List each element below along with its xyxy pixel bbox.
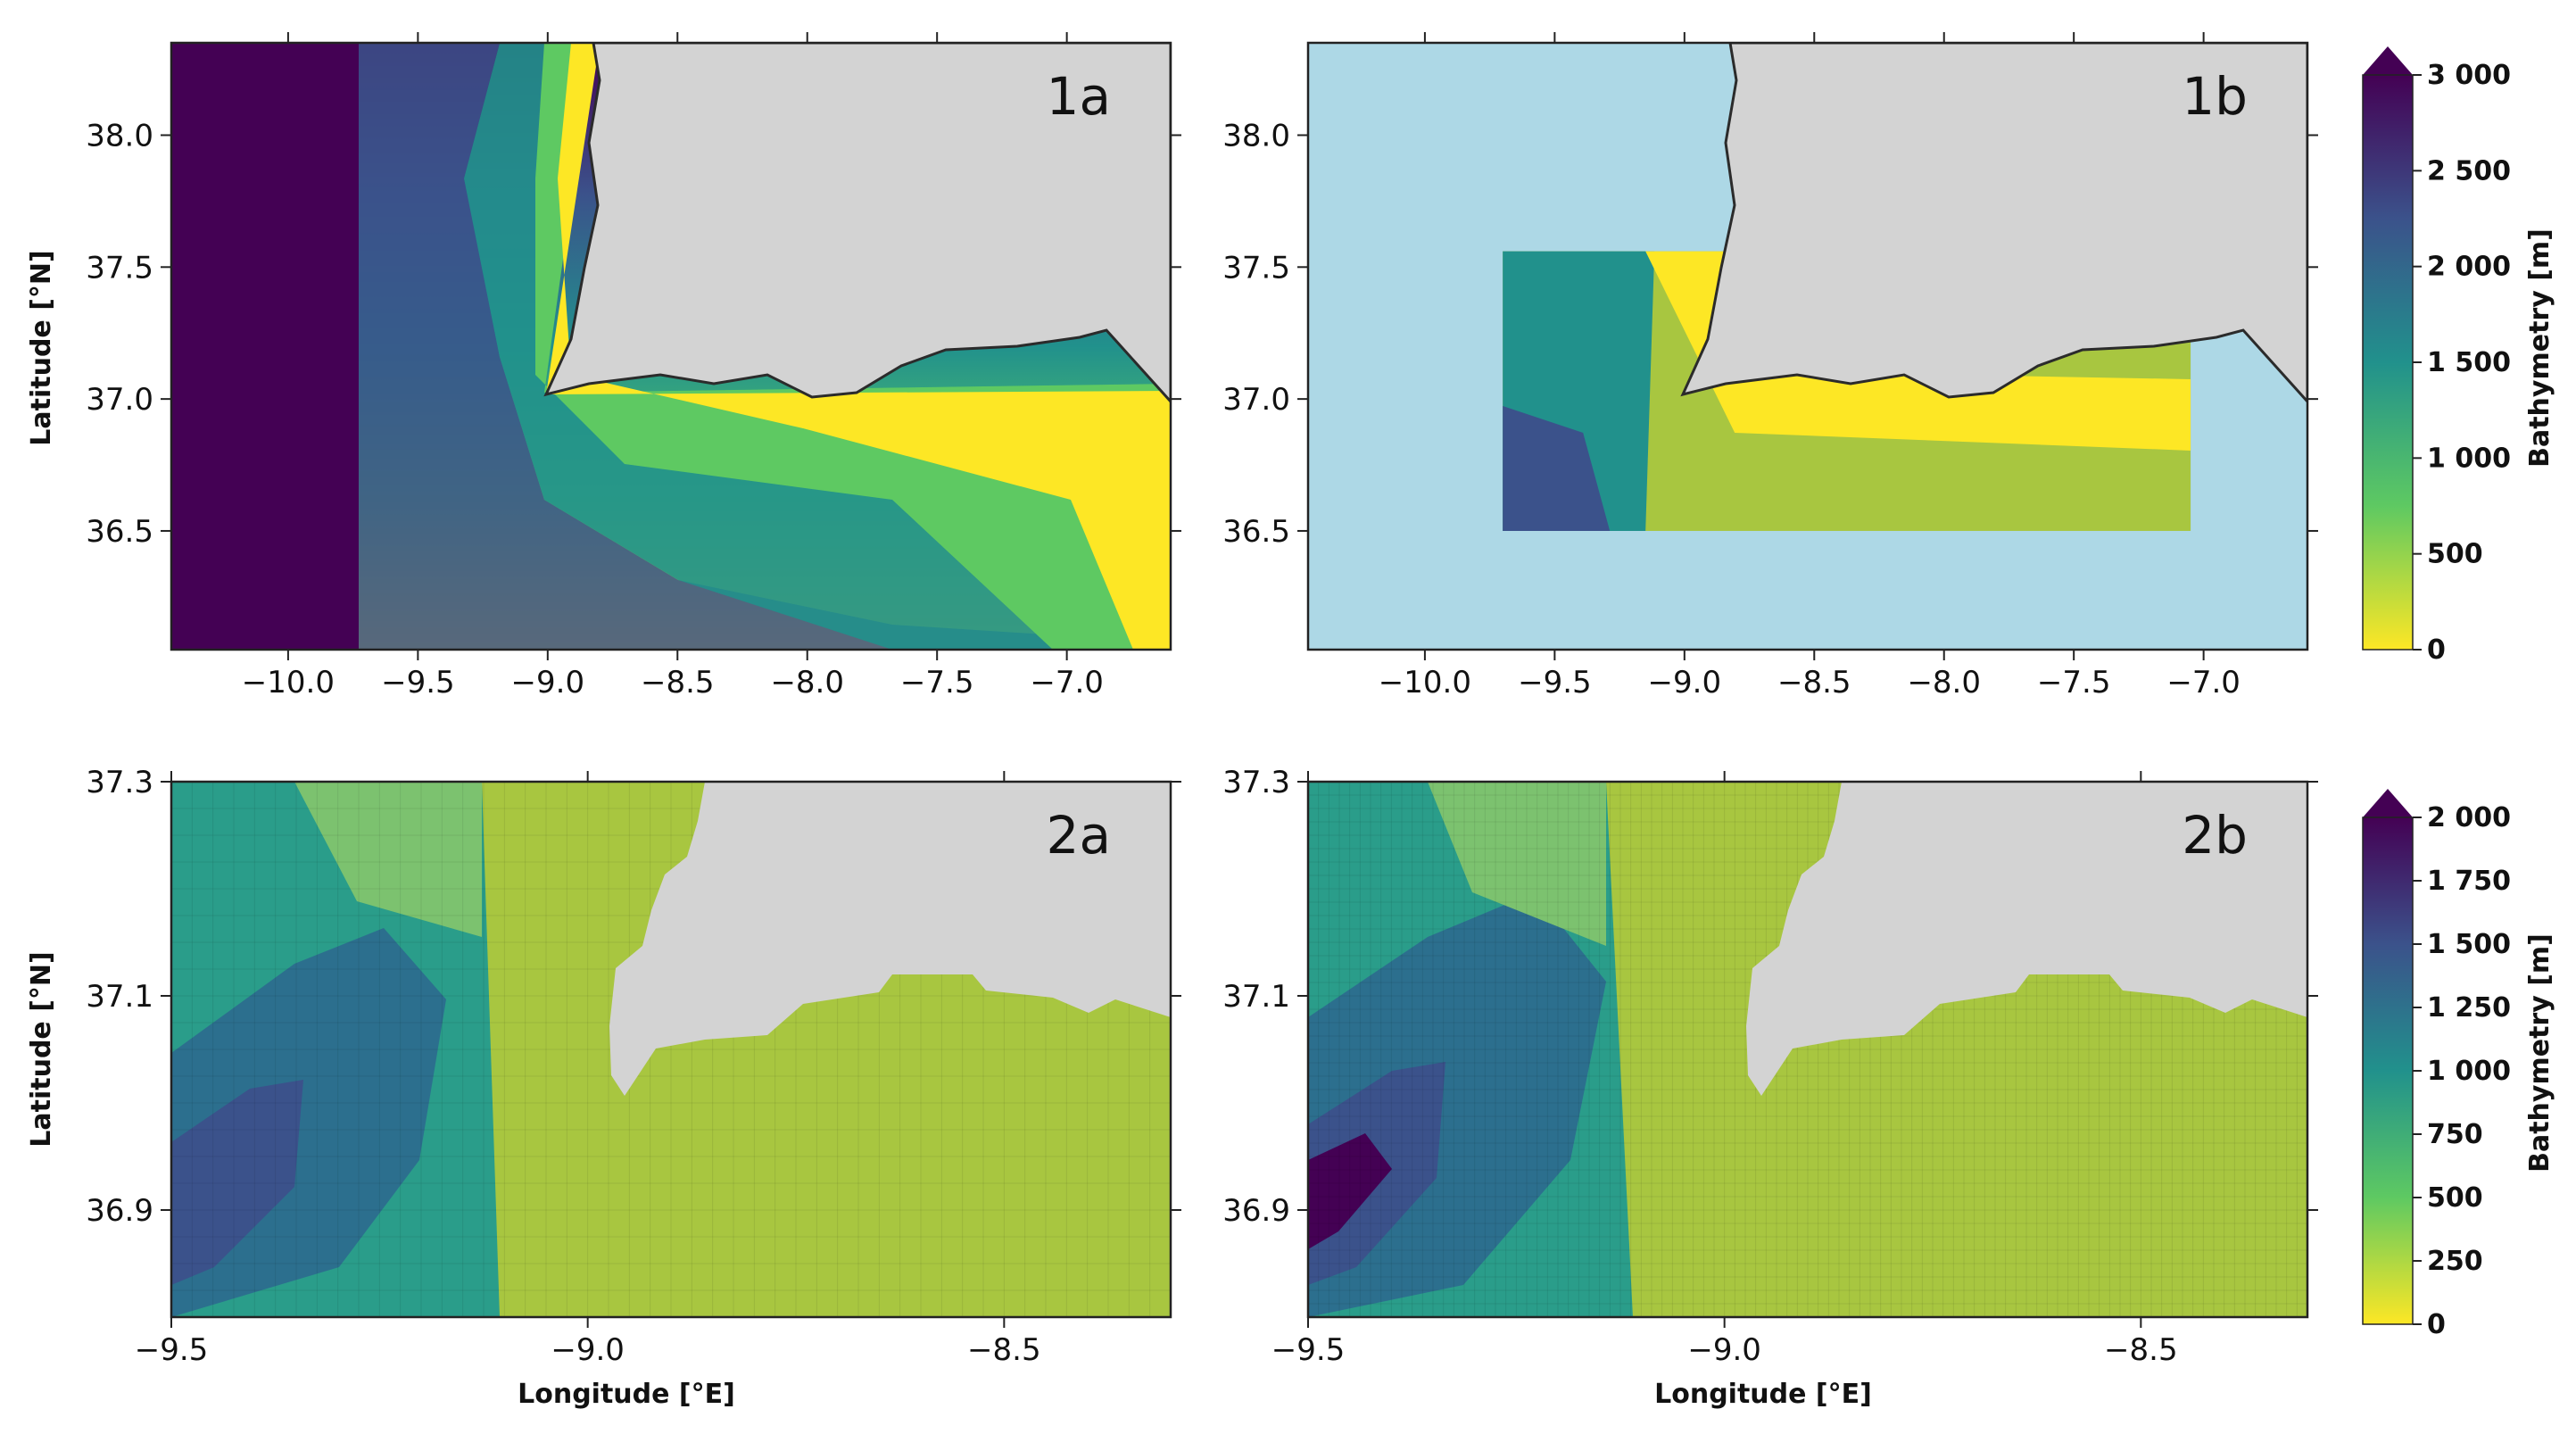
colorbar-bottom: 0 250 500 750 1 000 1 250 1 500 1 750 2 000 Bath… — [2362, 789, 2555, 1340]
colorbar-tick-label: 1 250 — [2427, 992, 2511, 1024]
x-tick-label: −7.0 — [1030, 665, 1104, 700]
colorbar-tick-label: 1 000 — [2427, 1056, 2511, 1087]
y-tick-label: 36.9 — [86, 1193, 153, 1229]
y-tick-label: 37.0 — [86, 382, 153, 418]
colorbar-top-label: Bathymetry [m] — [2524, 228, 2555, 468]
panel-2b-label: 2b — [2182, 805, 2248, 866]
panel-2b-canyon-deep — [1308, 1133, 1392, 1249]
panel-1b-ticks: −10.0 −9.5 −9.0 −8.5 −8.0 −7.5 −7.0 36.5 37.0 37.… — [1222, 32, 2318, 700]
panel-1b-frame — [1306, 41, 2309, 651]
colorbar-top-extend-arrow — [2363, 46, 2413, 75]
panel-2b-land — [1746, 782, 2307, 1096]
y-tick-label: 36.9 — [1222, 1193, 1290, 1229]
panel-2a-label: 2a — [1047, 805, 1111, 866]
colorbar-top: 0 500 1 000 1 500 2 000 2 500 3 000 Bathymetry… — [2362, 46, 2555, 666]
colorbar-tick-label: 250 — [2427, 1246, 2483, 1277]
x-tick-label: −9.0 — [551, 1332, 625, 1368]
y-tick-label: 37.3 — [86, 765, 153, 800]
y-tick-label: 37.1 — [86, 979, 153, 1015]
x-tick-label: −8.5 — [641, 665, 715, 700]
panel-2b-frame — [1306, 780, 2309, 1319]
x-tick-label: −7.0 — [2166, 665, 2241, 700]
colorbar-tick-label: 1 000 — [2427, 443, 2511, 474]
panel-1b-label: 1b — [2182, 66, 2248, 127]
y-tick-label: 38.0 — [1222, 118, 1290, 153]
panel-1a-label: 1a — [1047, 66, 1111, 127]
panel-2a: 2a −9.5 −9.0 −8.5 36.9 37.1 37.3 Latitude [°N… — [26, 765, 1181, 1410]
colorbar-tick-label: 500 — [2427, 539, 2483, 570]
x-tick-label: −9.5 — [381, 665, 455, 700]
panel-2a-xlabel: Longitude [°E] — [518, 1379, 735, 1410]
y-tick-label: 36.5 — [86, 514, 153, 550]
x-tick-label: −7.5 — [900, 665, 974, 700]
x-tick-label: −8.5 — [1777, 665, 1851, 700]
x-tick-label: −8.0 — [770, 665, 844, 700]
colorbar-top-ticks: 0 500 1 000 1 500 2 000 2 500 3 000 — [2413, 60, 2511, 666]
panel-1b: 1b −10.0 −9.5 −9.0 −8.5 −8.0 −7.5 −7.0 36.5 37.0… — [1222, 32, 2318, 700]
colorbar-bottom-label: Bathymetry [m] — [2524, 933, 2555, 1173]
x-tick-label: −9.0 — [1648, 665, 1722, 700]
panel-2b-ticks: −9.5 −9.0 −8.5 36.9 37.1 37.3 — [1222, 765, 2318, 1368]
panel-1a-land — [543, 43, 1171, 404]
panel-2a-frame — [170, 780, 1172, 1319]
y-tick-label: 38.0 — [86, 118, 153, 153]
panel-1a-slope-band — [359, 43, 1171, 650]
colorbar-tick-label: 1 500 — [2427, 929, 2511, 960]
x-tick-label: −9.0 — [1687, 1332, 1761, 1368]
y-tick-label: 37.3 — [1222, 765, 1290, 800]
colorbar-bottom-gradient — [2362, 816, 2414, 1325]
colorbar-bottom-extend-arrow — [2363, 789, 2413, 817]
x-tick-label: −9.5 — [1271, 1332, 1346, 1368]
colorbar-tick-label: 1 500 — [2427, 347, 2511, 378]
panel-1b-domain-deep — [1503, 405, 1611, 531]
colorbar-tick-label: 3 000 — [2427, 60, 2511, 91]
y-tick-label: 37.5 — [86, 250, 153, 286]
x-tick-label: −9.5 — [1518, 665, 1592, 700]
x-tick-label: −10.0 — [1379, 665, 1471, 700]
x-tick-label: −8.5 — [967, 1332, 1041, 1368]
colorbar-tick-label: 1 750 — [2427, 866, 2511, 897]
y-tick-label: 37.0 — [1222, 382, 1290, 418]
colorbar-tick-label: 500 — [2427, 1182, 2483, 1214]
colorbar-tick-label: 2 500 — [2427, 155, 2511, 187]
panel-2a-land — [609, 782, 1171, 1096]
colorbar-tick-label: 0 — [2427, 1309, 2446, 1340]
panel-1b-domain-coastal — [1645, 251, 2191, 451]
panel-2b-xlabel: Longitude [°E] — [1654, 1379, 1872, 1410]
x-tick-label: −10.0 — [242, 665, 335, 700]
panel-1a-ylabel: Latitude [°N] — [26, 250, 57, 445]
x-tick-label: −8.0 — [1907, 665, 1981, 700]
colorbar-tick-label: 2 000 — [2427, 252, 2511, 283]
panel-1a-inner-shelf — [535, 43, 1171, 650]
x-tick-label: −7.5 — [2037, 665, 2111, 700]
colorbar-top-gradient — [2362, 74, 2414, 651]
panel-2b: 2b −9.5 −9.0 −8.5 36.9 37.1 37.3 Longitude [°… — [1222, 765, 2318, 1410]
panel-1b-land — [1680, 43, 2307, 404]
panel-2a-ticks: −9.5 −9.0 −8.5 36.9 37.1 37.3 — [86, 765, 1181, 1368]
panel-1a-deep-west — [171, 43, 359, 650]
panel-1a: 1a −10.0 −9.5 −9.0 −8.5 −8.0 −7.5 −7.0 36.5 37.0… — [26, 32, 1181, 700]
y-tick-label: 37.5 — [1222, 250, 1290, 286]
panel-1a-frame — [170, 41, 1172, 651]
y-tick-label: 37.1 — [1222, 979, 1290, 1015]
panel-1a-ticks: −10.0 −9.5 −9.0 −8.5 −8.0 −7.5 −7.0 36.5 37.0 37.… — [86, 32, 1181, 700]
x-tick-label: −8.5 — [2104, 1332, 2178, 1368]
x-tick-label: −9.5 — [135, 1332, 209, 1368]
colorbar-tick-label: 2 000 — [2427, 802, 2511, 833]
panel-2a-canyon-axis — [171, 1080, 303, 1285]
panel-2a-upper-shelf — [294, 782, 482, 937]
panel-2a-ylabel: Latitude [°N] — [26, 951, 57, 1147]
x-tick-label: −9.0 — [511, 665, 585, 700]
panel-1a-coastal-shallows — [546, 43, 1171, 650]
y-tick-label: 36.5 — [1222, 514, 1290, 550]
panel-2b-upper-shelf — [1428, 782, 1606, 946]
colorbar-tick-label: 750 — [2427, 1119, 2483, 1150]
colorbar-tick-label: 0 — [2427, 634, 2446, 666]
colorbar-bottom-ticks: 0 250 500 750 1 000 1 250 1 500 1 750 2 000 — [2413, 802, 2511, 1340]
